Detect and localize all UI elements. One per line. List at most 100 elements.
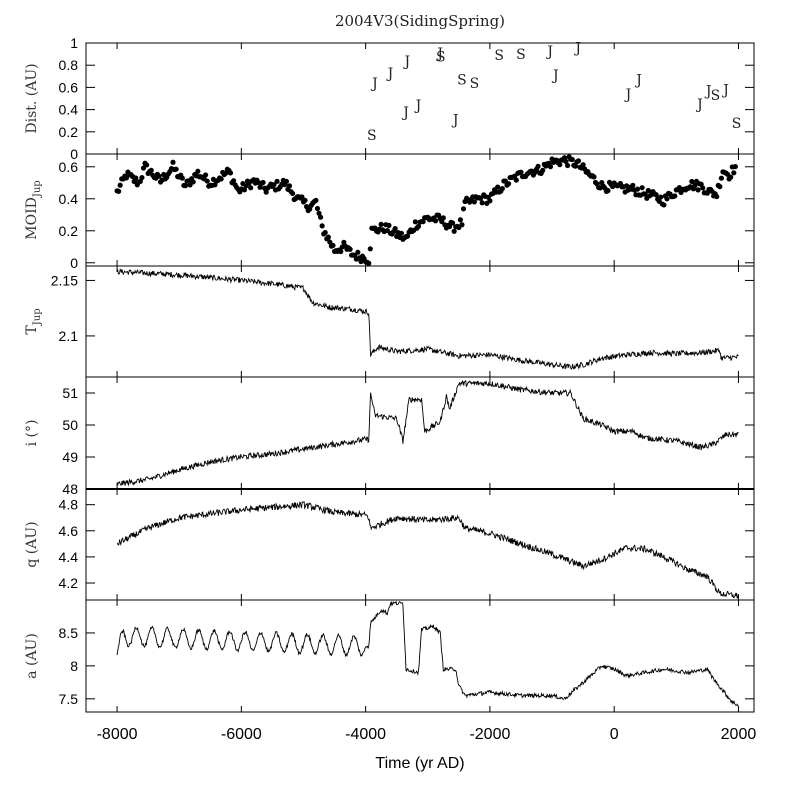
moid-point <box>290 190 296 197</box>
encounter-marker-J: J <box>704 84 712 100</box>
moid-point <box>398 230 404 236</box>
encounter-marker-J: J <box>721 83 729 99</box>
moid-point <box>378 221 384 227</box>
moid-point <box>717 184 723 190</box>
moid-point <box>367 246 373 252</box>
series-line-q <box>116 501 739 599</box>
moid-point <box>133 175 139 181</box>
moid-point <box>564 162 571 169</box>
moid-point <box>513 177 519 183</box>
encounter-marker-J: J <box>451 113 459 129</box>
moid-point <box>182 183 189 189</box>
moid-point <box>227 170 234 176</box>
moid-point <box>572 163 578 169</box>
moid-point <box>731 170 737 176</box>
moid-point <box>645 187 651 194</box>
encounter-marker-S: S <box>470 76 480 92</box>
moid-point <box>263 189 269 195</box>
encounter-marker-S: S <box>436 49 446 65</box>
moid-point <box>179 175 185 181</box>
y-tick-label: 0 <box>70 255 78 271</box>
y-tick-label: 8.5 <box>59 625 79 641</box>
x-axis-label: Time (yr AD) <box>375 755 464 772</box>
x-tick-label: 0 <box>610 726 619 743</box>
y-tick-label: 4.8 <box>59 497 79 513</box>
moid-point <box>664 196 670 202</box>
moid-point <box>440 215 446 221</box>
moid-point <box>314 205 321 212</box>
moid-point <box>714 193 720 200</box>
panel-tjup: 2.1 2.15 TJup <box>24 265 754 377</box>
moid-point <box>366 260 372 266</box>
moid-point <box>404 233 411 239</box>
series-line-incl <box>116 379 739 487</box>
moid-point <box>450 220 456 226</box>
x-tick-label: -4000 <box>345 726 386 743</box>
moid-point <box>274 178 280 184</box>
y-axis-label-q: q (AU) <box>24 521 40 567</box>
moid-point <box>432 218 439 224</box>
encounter-marker-S: S <box>367 128 377 144</box>
y-tick-label: 4.6 <box>59 523 79 539</box>
encounter-marker-S: S <box>457 73 467 89</box>
encounter-marker-J: J <box>435 46 443 62</box>
y-tick-label: 0 <box>70 146 78 162</box>
y-tick-label: 2.1 <box>59 328 79 344</box>
moid-point <box>451 228 457 234</box>
moid-point <box>672 193 678 199</box>
moid-point <box>732 163 738 170</box>
y-axis-label-tjup: TJup <box>24 308 43 334</box>
moid-point <box>557 162 563 168</box>
moid-point <box>313 197 319 203</box>
moid-point <box>117 182 123 188</box>
moid-point <box>630 182 636 188</box>
moid-point <box>322 229 328 236</box>
moid-point <box>479 200 485 206</box>
y-tick-label: 0.6 <box>59 159 79 175</box>
moid-point <box>341 239 347 245</box>
moid-point <box>658 194 664 200</box>
x-tick-label: -8000 <box>97 726 138 743</box>
moid-point <box>547 164 554 170</box>
y-tick-label: 0.6 <box>59 79 79 95</box>
moid-point <box>540 167 546 173</box>
y-tick-label: 4.4 <box>59 549 79 565</box>
moid-point <box>535 163 541 169</box>
moid-point <box>230 178 237 184</box>
moid-point <box>728 174 734 180</box>
y-tick-label: 0.4 <box>59 191 79 207</box>
encounter-marker-S: S <box>711 88 721 104</box>
moid-point <box>477 195 484 201</box>
moid-point <box>563 158 569 165</box>
y-tick-label: 51 <box>62 385 78 401</box>
moid-point <box>591 174 597 180</box>
moid-point <box>283 178 289 184</box>
x-tick-label: 2000 <box>721 726 757 743</box>
moid-point <box>173 166 179 172</box>
y-tick-label: 50 <box>62 417 78 433</box>
encounter-marker-J: J <box>401 105 409 121</box>
y-tick-label: 48 <box>62 481 78 497</box>
moid-point <box>299 194 305 200</box>
encounter-marker-J: J <box>634 73 642 89</box>
encounter-marker-J: J <box>386 66 394 82</box>
moid-point <box>170 159 176 165</box>
panel-q: 4.2 4.4 4.6 4.8 q (AU) <box>24 488 754 600</box>
moid-point <box>338 248 344 255</box>
moid-point <box>446 223 453 230</box>
encounter-marker-J: J <box>370 76 378 92</box>
encounter-marker-J: J <box>624 87 632 103</box>
moid-point <box>195 168 201 174</box>
moid-point <box>518 169 524 175</box>
moid-point <box>457 217 463 223</box>
moid-point <box>580 162 586 168</box>
series-line-tjup <box>116 268 739 371</box>
moid-point <box>692 182 698 188</box>
moid-point <box>248 185 254 191</box>
x-axis: -8000 -6000 -4000 -2000 0 2000 <box>97 726 757 743</box>
moid-point <box>460 206 467 212</box>
panel-incl: 48 49 50 51 i (°) <box>24 376 754 497</box>
moid-point <box>271 182 277 188</box>
y-axis-label-dist: Dist. (AU) <box>24 63 40 133</box>
